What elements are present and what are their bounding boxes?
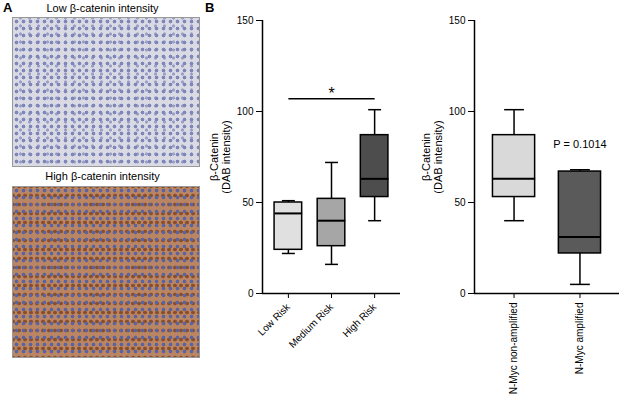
- svg-text:0: 0: [460, 288, 466, 299]
- svg-text:100: 100: [237, 106, 254, 117]
- svg-text:N-Myc amplified: N-Myc amplified: [574, 303, 585, 375]
- svg-text:High Risk: High Risk: [340, 301, 379, 340]
- html-text:Low β-catenin intensity: Low β-catenin intensity: [46, 2, 159, 14]
- svg-text:100: 100: [449, 106, 466, 117]
- svg-text:0: 0: [248, 288, 254, 299]
- svg-text:150: 150: [237, 15, 254, 26]
- svg-text:50: 50: [454, 197, 466, 208]
- html-text:β-Catenin (DAB intensity): β-Catenin (DAB intensity): [208, 119, 232, 194]
- svg-text:P = 0.1014: P = 0.1014: [553, 138, 606, 150]
- svg-text:*: *: [328, 85, 334, 102]
- svg-text:150: 150: [449, 15, 466, 26]
- html-text:A: A: [3, 0, 13, 15]
- html-text:B: B: [205, 0, 215, 15]
- svg-text:Medium Risk: Medium Risk: [287, 301, 336, 350]
- svg-text:N-Myc non-amplified: N-Myc non-amplified: [508, 303, 519, 395]
- svg-text:50: 50: [242, 197, 254, 208]
- html-text:High β-catenin intensity: High β-catenin intensity: [45, 170, 160, 182]
- svg-text:Low Risk: Low Risk: [256, 301, 293, 338]
- html-text:β-Catenin (DAB intensity): β-Catenin (DAB intensity): [420, 119, 444, 194]
